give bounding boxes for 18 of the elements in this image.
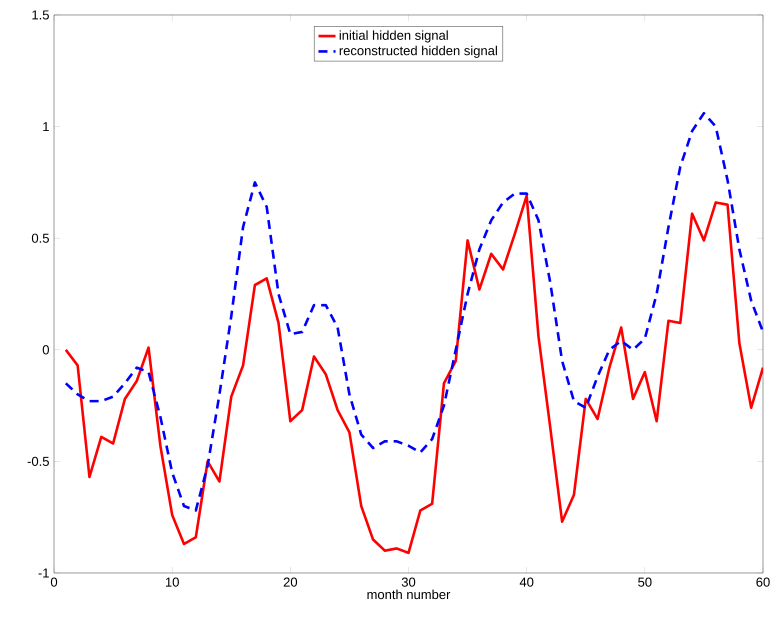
- x-tick-label: 40: [520, 578, 534, 587]
- y-tick-label: -0.5: [28, 456, 49, 466]
- y-tick-label: 1.5: [32, 10, 49, 20]
- line-series: [64, 194, 763, 554]
- x-tick-label: 30: [402, 578, 416, 587]
- y-tick-label: 1: [43, 122, 49, 132]
- x-tick-label: 0: [50, 578, 58, 587]
- legend-label: reconstructed hidden signal: [340, 46, 497, 58]
- y-tick-label: 0.5: [32, 234, 49, 243]
- x-tick-label: 60: [756, 578, 770, 587]
- x-tick-label: 50: [638, 578, 652, 587]
- x-tick-label: 10: [166, 578, 179, 587]
- x-axis-title: month number: [367, 590, 450, 600]
- x-tick-label: 20: [284, 578, 298, 587]
- line-series: [64, 112, 763, 512]
- y-tick-label: 0: [42, 345, 49, 354]
- legend-label: initial hidden signal: [340, 30, 448, 42]
- y-tick-label: -1: [38, 568, 49, 578]
